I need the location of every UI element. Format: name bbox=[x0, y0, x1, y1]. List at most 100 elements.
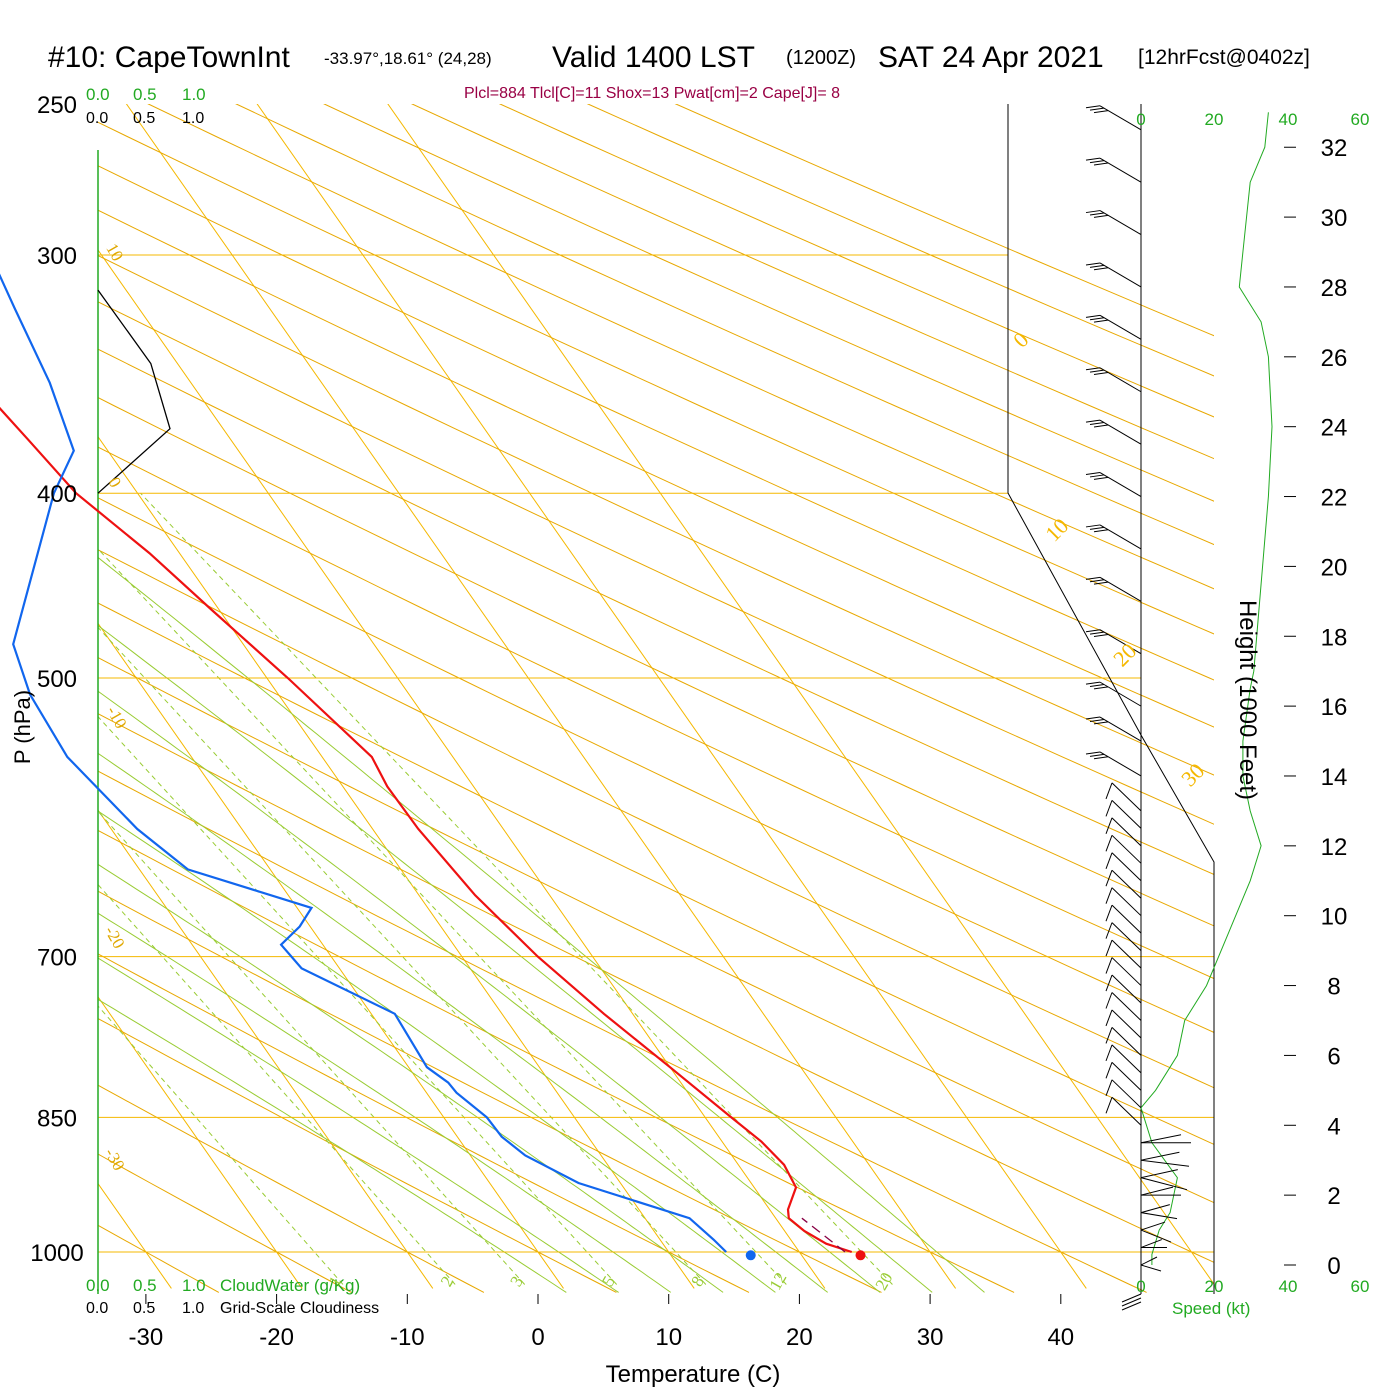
wind-barb-lower bbox=[1140, 1256, 1162, 1272]
wind-barb-shaft bbox=[1111, 869, 1142, 899]
speed-top-tick-2: 40 bbox=[1279, 110, 1298, 129]
wind-barb-flag bbox=[1085, 367, 1101, 371]
wind-barb-flag bbox=[1105, 904, 1113, 922]
isotherm-label: -30 bbox=[101, 1145, 129, 1174]
wind-barb-flag bbox=[1105, 974, 1113, 992]
isotherm bbox=[98, 995, 303, 1289]
wind-barb bbox=[1105, 782, 1142, 812]
wind-barb-shaft bbox=[1099, 681, 1142, 707]
wind-barb bbox=[1085, 105, 1142, 131]
wind-barb-flag bbox=[1105, 852, 1113, 869]
wind-barb-flag bbox=[1093, 319, 1109, 323]
wind-barb-shaft bbox=[1111, 852, 1142, 882]
wind-barb bbox=[1085, 681, 1142, 707]
wind-barb-flag bbox=[1093, 721, 1109, 725]
wind-barb-shaft bbox=[1111, 817, 1142, 847]
isobar-lines bbox=[98, 254, 1214, 1253]
wind-barb-flag bbox=[1105, 1097, 1113, 1114]
dry-adiabat bbox=[98, 397, 1214, 927]
wind-barb-surface bbox=[1121, 1301, 1142, 1311]
dry-adiabat bbox=[323, 104, 1214, 502]
dry-adiabat bbox=[98, 770, 1147, 1293]
wind-barb bbox=[1105, 1044, 1142, 1074]
wind-barb bbox=[1105, 922, 1142, 951]
pressure-label-1000: 1000 bbox=[30, 1240, 83, 1267]
wind-barb-flag bbox=[1089, 526, 1105, 530]
wind-barb-shaft bbox=[1099, 716, 1142, 742]
cloud-top-black-0: 0.0 bbox=[86, 110, 108, 127]
wind-barb-shaft bbox=[1140, 1212, 1178, 1220]
dry-adiabat bbox=[147, 104, 1214, 590]
dry-adiabat bbox=[98, 713, 1214, 1263]
height-tick-label: 6 bbox=[1327, 1043, 1340, 1070]
moist-adiabat bbox=[98, 810, 776, 1293]
wind-barb-shaft bbox=[1099, 629, 1142, 655]
cloud-bottom-green-2: 1.0 bbox=[182, 1276, 206, 1295]
wind-barb-shaft bbox=[1111, 1009, 1142, 1039]
x-tick-label: -20 bbox=[259, 1324, 294, 1351]
wind-barb-flag bbox=[1089, 107, 1105, 111]
wind-barb-shaft bbox=[1111, 782, 1142, 812]
wind-barb bbox=[1085, 629, 1142, 655]
x-tick-label: -30 bbox=[129, 1324, 164, 1351]
wind-barb-shaft bbox=[1099, 524, 1142, 550]
temperature-line bbox=[0, 406, 853, 1254]
height-tick-label: 0 bbox=[1327, 1253, 1340, 1280]
wind-barb-flag bbox=[1089, 317, 1105, 321]
wind-barb-shaft bbox=[1099, 105, 1142, 131]
wind-barb-flag bbox=[1089, 474, 1105, 478]
mixing-ratio-line bbox=[98, 810, 526, 1285]
parcel-path bbox=[801, 1217, 846, 1253]
dry-adiabat bbox=[98, 602, 1214, 1145]
station-title: #10: CapeTownInt bbox=[48, 41, 290, 74]
isotherm-label: 0 bbox=[1008, 327, 1033, 352]
wind-barb-flag bbox=[1105, 835, 1113, 852]
moist-adiabat-lines bbox=[98, 556, 985, 1293]
station-coords: -33.97°,18.61° (24,28) bbox=[324, 49, 492, 68]
isotherm bbox=[0, 70, 41, 1288]
wind-barb-flag bbox=[1140, 1134, 1182, 1144]
wind-barb-shaft bbox=[1099, 419, 1142, 445]
wind-barb-flag bbox=[1105, 1062, 1113, 1079]
wind-barb-lower bbox=[1140, 1169, 1188, 1191]
isotherm bbox=[256, 104, 1087, 1289]
wind-barb-flag bbox=[1105, 1044, 1113, 1062]
wind-speed-series bbox=[1140, 112, 1273, 1265]
mixing-ratio-lines bbox=[98, 492, 893, 1285]
cloud-top-black-1: 0.5 bbox=[133, 110, 155, 127]
isotherm bbox=[98, 622, 564, 1289]
cloud-bottom-black-0: 0.0 bbox=[86, 1300, 108, 1317]
isotherm-label: 30 bbox=[1176, 758, 1209, 791]
dry-adiabat bbox=[411, 104, 1214, 460]
speed-axis-label: Speed (kt) bbox=[1172, 1299, 1250, 1318]
wind-barb-shaft bbox=[1099, 157, 1142, 183]
wind-barb-flag bbox=[1089, 579, 1105, 583]
wind-barb-lower bbox=[1140, 1134, 1191, 1144]
wind-barb-shaft bbox=[1111, 1096, 1142, 1126]
cloud-top-green-1: 0.5 bbox=[133, 85, 157, 104]
x-tick-label: 10 bbox=[655, 1324, 682, 1351]
wind-barb-shaft bbox=[1111, 1044, 1142, 1074]
mixing-ratio-line bbox=[98, 883, 456, 1285]
moist-adiabat bbox=[98, 690, 881, 1293]
dry-adiabat bbox=[98, 657, 1214, 1204]
isotherm bbox=[125, 104, 957, 1289]
wind-barb-flag bbox=[1105, 1079, 1113, 1096]
pressure-label-700: 700 bbox=[37, 945, 77, 972]
wind-barb-shaft bbox=[1111, 992, 1142, 1021]
wind-barb-flag bbox=[1140, 1151, 1180, 1161]
isotherm bbox=[98, 435, 695, 1289]
height-tick-label: 10 bbox=[1321, 904, 1348, 931]
speed-top-tick-1: 20 bbox=[1205, 110, 1224, 129]
moist-adiabat bbox=[98, 752, 829, 1293]
dry-adiabat bbox=[98, 348, 1214, 876]
wind-barb-flag bbox=[1105, 782, 1113, 800]
wind-barb-shaft bbox=[1111, 939, 1142, 969]
wind-barb-shaft bbox=[1099, 262, 1142, 288]
wind-barb bbox=[1105, 869, 1142, 899]
cloud-bottom-black-1: 0.5 bbox=[133, 1300, 155, 1317]
wind-barb-surface bbox=[1121, 1297, 1142, 1307]
height-tick-label: 24 bbox=[1321, 415, 1348, 442]
dry-adiabat-lines bbox=[98, 104, 1214, 1293]
